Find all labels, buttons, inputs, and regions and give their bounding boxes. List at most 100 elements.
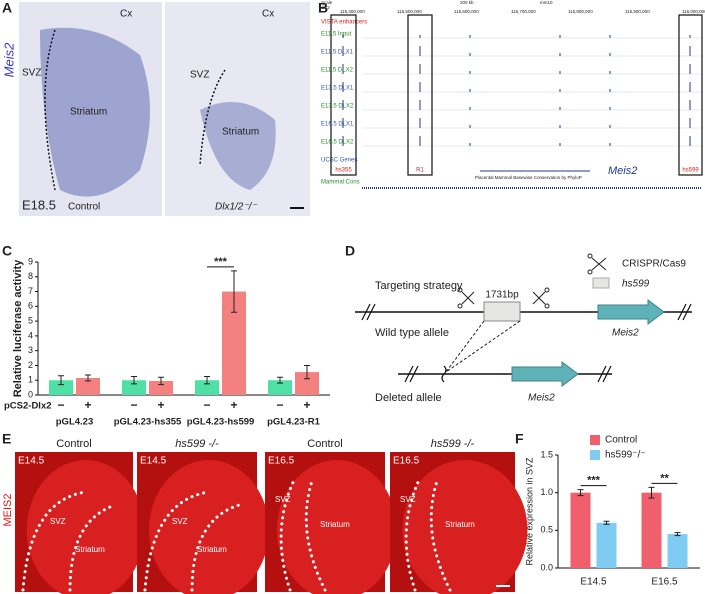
y-tick-label: 7 — [28, 286, 33, 296]
track-label: E11.5 DLX2 — [321, 68, 354, 74]
genome-browser: Scale chr2 200 kb mm10 Placental Mammal … — [321, 0, 705, 189]
genotype-label: Control — [307, 438, 342, 450]
coordinate-label: 115,400,000 — [340, 9, 365, 14]
gene-label: Meis2 — [608, 165, 637, 177]
legend-label: CRISPR/Cas9 — [622, 259, 686, 270]
track-label: E13.5 DLX2 — [321, 104, 354, 110]
tissue-region — [277, 460, 397, 594]
region-label: Striatum — [222, 127, 259, 138]
gene-label: Meis2 — [528, 393, 555, 404]
track-label: E11.5 DLX1 — [321, 50, 354, 56]
stage-label: E14.5 — [18, 456, 45, 467]
track-label: Mammal Cons — [321, 180, 360, 186]
y-tick-label: 0 — [28, 389, 33, 399]
series-sign: + — [84, 398, 91, 412]
genotype-label: hs599 -/- — [431, 438, 475, 450]
break-mark — [404, 365, 612, 383]
y-tick-label: 2 — [28, 360, 33, 370]
track-label: UCSC Genes — [321, 158, 357, 164]
length-label: 1731bp — [485, 290, 519, 301]
region-label: SVZ — [275, 495, 291, 504]
bar — [122, 380, 146, 395]
genotype-label: hs599 -/- — [175, 438, 219, 450]
track-label: E11.5 Input — [321, 32, 352, 38]
y-tick-label: 0.0 — [540, 562, 553, 572]
svz-line — [21, 490, 88, 592]
coordinate-label: 115,500,000 — [397, 9, 422, 14]
significance-label: ** — [660, 472, 669, 484]
error-bar — [204, 376, 210, 385]
region-label: Striatum — [197, 545, 227, 554]
coordinate-label: 115,900,000 — [625, 9, 650, 14]
coordinate-label: 115,600,000 — [454, 9, 479, 14]
bar — [596, 522, 617, 568]
marker-label: MEIS2 — [2, 493, 14, 526]
panel-label: B — [318, 0, 328, 16]
region-label: Striatum — [70, 107, 107, 118]
allele-label: Deleted allele — [375, 392, 442, 404]
y-tick-label: 1.5 — [540, 449, 553, 459]
genotype-label: Control — [68, 202, 100, 213]
deletion-line — [445, 320, 521, 373]
region-label: Cx — [120, 9, 132, 20]
error-bar — [85, 374, 91, 382]
x-tick-label: E14.5 — [580, 577, 607, 588]
region-label: Striatum — [75, 545, 105, 554]
y-tick-label: 1.0 — [540, 487, 553, 497]
browser-chrom: chr2 — [321, 5, 330, 10]
gene-arrow — [511, 361, 579, 387]
stage-label: E14.5 — [140, 456, 167, 467]
panel-label: F — [515, 431, 524, 447]
series-sign: − — [57, 398, 64, 412]
allele-label: Wild type allele — [375, 327, 449, 339]
striatum-region — [200, 102, 276, 190]
coordinate-label: 116,000,000 — [682, 9, 705, 14]
enhancer-box — [483, 301, 521, 322]
enhancer-box — [678, 14, 703, 176]
legend-swatch — [592, 277, 610, 289]
series-sign: − — [130, 398, 137, 412]
browser-note: Placental Mammal Basewise Conservation b… — [475, 175, 582, 180]
error-bar — [603, 520, 610, 525]
gene-label: Meis2 — [1, 42, 16, 77]
svz-line — [143, 490, 211, 592]
bar — [268, 380, 292, 395]
y-tick-label: 0.5 — [540, 525, 553, 535]
enhancer-box — [330, 14, 357, 176]
stage-label: E18.5 — [22, 197, 56, 212]
track-label: E13.5 DLX1 — [321, 86, 354, 92]
enhancer-label: hs355 — [335, 168, 352, 174]
bar — [570, 492, 591, 568]
panel-label: D — [345, 243, 355, 259]
legend-label: Control — [605, 435, 637, 446]
scissors-icon — [587, 253, 607, 275]
image-row: E14.5 Control SVZ Striatum E14.5 hs599 -/- SVZ… — [15, 438, 528, 594]
scissors-icon — [457, 287, 550, 309]
gene-arrow — [597, 299, 665, 325]
bar — [667, 534, 688, 568]
coordinate-label: 115,700,000 — [511, 9, 536, 14]
y-axis-label: Relative expression in SVZ — [524, 457, 534, 566]
enhancer-label: hs599 — [682, 168, 699, 174]
region-label: SVZ — [50, 517, 66, 526]
genotype-label: Dlx1/2⁻/⁻ — [215, 202, 257, 213]
track-label: E16.5 DLX1 — [321, 122, 354, 128]
error-bar — [277, 376, 283, 384]
enhancer-box — [407, 14, 433, 176]
legend-label: hs599⁻/⁻ — [605, 450, 646, 461]
browser-assembly: mm10 — [540, 0, 553, 5]
panel-label: C — [2, 243, 12, 259]
region-label: SVZ — [190, 70, 209, 81]
region-label: SVZ — [172, 517, 188, 526]
error-bar — [58, 375, 64, 386]
svz-line — [404, 476, 422, 592]
track-label: VISTA enhancers — [321, 20, 367, 26]
striatum-region — [40, 27, 150, 197]
bar — [49, 380, 73, 395]
track-label: E16.5 DLX2 — [321, 140, 354, 146]
bar — [149, 380, 173, 395]
genotype-label: Control — [56, 438, 91, 450]
error-bar — [577, 489, 584, 497]
svz-line — [429, 476, 452, 592]
